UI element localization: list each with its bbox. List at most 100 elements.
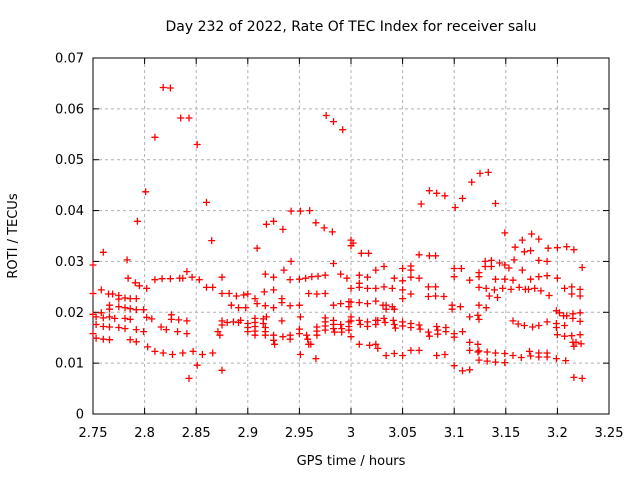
- data-point-marker: [296, 313, 304, 321]
- data-point-marker: [251, 331, 259, 339]
- data-point-marker: [407, 266, 415, 274]
- y-tick-label: 0.04: [55, 204, 84, 219]
- data-point-marker: [304, 335, 312, 343]
- chart-title: Day 232 of 2022, Rate Of TEC Index for r…: [165, 19, 536, 35]
- data-point-marker: [543, 272, 551, 280]
- data-point-marker: [487, 256, 495, 264]
- data-point-marker: [262, 220, 270, 228]
- data-point-marker: [578, 264, 586, 271]
- data-point-marker: [193, 361, 201, 369]
- data-point-marker: [322, 112, 330, 119]
- data-point-marker: [174, 328, 182, 336]
- data-point-marker: [286, 302, 294, 310]
- data-point-marker: [450, 362, 458, 370]
- data-point-marker: [287, 207, 295, 215]
- data-point-marker: [270, 336, 278, 344]
- data-point-marker: [183, 330, 191, 338]
- data-point-marker: [314, 272, 322, 280]
- y-tick-label: 0.02: [55, 306, 84, 321]
- data-point-marker: [424, 283, 432, 291]
- x-tick-label: 3.15: [491, 426, 520, 441]
- data-point-marker: [157, 323, 165, 331]
- data-point-marker: [372, 340, 380, 348]
- data-point-marker: [218, 273, 226, 281]
- data-point-marker: [499, 284, 507, 292]
- data-point-marker: [509, 317, 517, 325]
- data-point-marker: [407, 290, 415, 298]
- data-point-marker: [563, 243, 571, 251]
- data-point-marker: [572, 338, 580, 346]
- data-point-marker: [448, 305, 456, 313]
- data-point-marker: [442, 328, 450, 336]
- data-point-marker: [244, 290, 252, 298]
- data-point-marker: [253, 244, 261, 252]
- data-point-marker: [169, 351, 176, 358]
- data-point-marker: [390, 321, 398, 328]
- data-point-marker: [425, 187, 433, 195]
- data-point-marker: [518, 236, 526, 244]
- data-point-marker: [338, 328, 346, 336]
- data-point-marker: [126, 336, 134, 344]
- data-point-marker: [466, 276, 474, 284]
- data-point-marker: [159, 349, 167, 357]
- data-point-marker: [389, 316, 397, 324]
- data-point-marker: [553, 274, 561, 282]
- y-tick-label: 0.01: [55, 357, 84, 372]
- data-point-marker: [111, 314, 119, 322]
- x-tick-label: 2.9: [237, 426, 258, 441]
- data-point-marker: [525, 285, 532, 293]
- data-point-marker: [262, 313, 270, 321]
- data-point-marker: [158, 275, 166, 283]
- data-point-marker: [527, 275, 535, 283]
- data-point-marker: [415, 321, 423, 329]
- data-point-marker: [518, 266, 526, 274]
- data-point-marker: [475, 283, 483, 291]
- data-point-marker: [417, 200, 425, 208]
- data-point-marker: [520, 322, 528, 329]
- data-point-marker: [527, 247, 535, 255]
- data-point-marker: [99, 335, 107, 343]
- data-point-marker: [337, 321, 345, 328]
- data-point-marker: [355, 316, 363, 324]
- data-point-marker: [553, 244, 561, 252]
- data-point-marker: [509, 352, 517, 359]
- data-point-marker: [424, 328, 432, 336]
- data-point-marker: [528, 230, 536, 238]
- data-point-marker: [568, 290, 576, 298]
- data-point-marker: [216, 331, 224, 339]
- data-point-marker: [372, 321, 380, 328]
- data-point-marker: [97, 309, 105, 317]
- data-point-marker: [232, 292, 240, 300]
- data-point-marker: [218, 290, 226, 297]
- data-point-marker: [441, 192, 449, 200]
- data-point-marker: [485, 292, 493, 300]
- data-point-marker: [441, 351, 449, 358]
- data-point-marker: [578, 374, 586, 382]
- data-point-marker: [279, 225, 287, 233]
- data-point-marker: [296, 207, 304, 215]
- data-point-marker: [475, 301, 483, 309]
- data-point-marker: [529, 323, 537, 331]
- data-point-marker: [416, 325, 424, 333]
- y-tick-label: 0.05: [55, 153, 84, 168]
- data-point-marker: [543, 353, 551, 361]
- data-point-marker: [466, 338, 474, 346]
- data-point-marker: [339, 126, 347, 134]
- data-point-marker: [511, 243, 519, 251]
- data-point-marker: [425, 252, 433, 260]
- data-point-marker: [374, 344, 382, 352]
- data-point-marker: [270, 286, 278, 294]
- data-point-marker: [106, 313, 113, 321]
- data-point-marker: [121, 304, 129, 312]
- data-point-marker: [99, 248, 107, 256]
- x-tick-label: 3.2: [547, 426, 568, 441]
- data-point-marker: [166, 84, 174, 92]
- data-points: [89, 84, 586, 382]
- data-point-marker: [337, 270, 345, 278]
- data-point-marker: [167, 315, 175, 323]
- x-tick-label: 2.85: [182, 426, 211, 441]
- data-point-marker: [312, 219, 320, 227]
- data-point-marker: [286, 335, 294, 343]
- data-point-marker: [142, 188, 150, 196]
- data-point-marker: [543, 318, 551, 326]
